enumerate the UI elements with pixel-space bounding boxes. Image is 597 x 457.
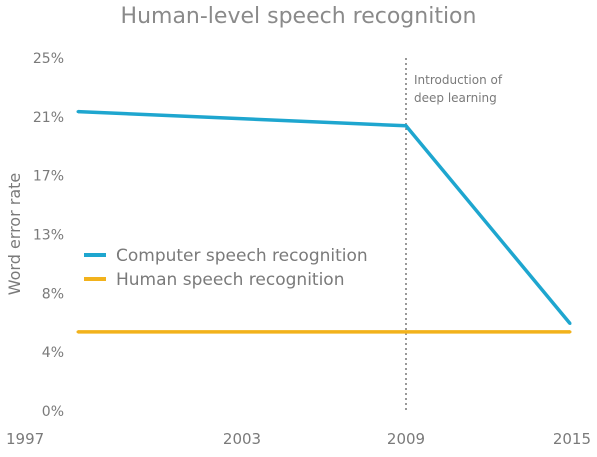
y-axis-label: Word error rate [5, 173, 24, 296]
x-tick-label: 2009 [387, 430, 425, 448]
legend: Computer speech recognition Human speech … [84, 246, 368, 290]
y-tick-label: 17% [33, 169, 64, 185]
legend-label: Computer speech recognition [116, 246, 368, 266]
annotation-text-line2: deep learning [414, 91, 497, 105]
y-tick-label: 0% [42, 404, 64, 420]
y-tick-label: 25% [33, 51, 64, 67]
y-tick-label: 4% [42, 345, 64, 361]
x-tick-label: 2015 [553, 430, 591, 448]
data-point [404, 124, 408, 128]
data-point [568, 330, 572, 334]
y-tick-label: 8% [42, 286, 64, 302]
x-tick-label: 1997 [6, 430, 44, 448]
y-tick-label: 13% [33, 228, 64, 244]
legend-label: Human speech recognition [116, 270, 344, 290]
chart-title: Human-level speech recognition [120, 4, 477, 29]
data-point [568, 321, 572, 325]
axes: 0% 4% 8% 13% 17% 21% 25% 1997 2003 2009 2015 Word e… [5, 51, 591, 448]
series-line-computer [77, 109, 572, 325]
data-point [76, 330, 80, 334]
annotation-text-line1: Introduction of [414, 73, 503, 87]
data-point [76, 110, 80, 114]
series-group [76, 109, 572, 334]
x-tick-label: 2003 [223, 430, 261, 448]
y-tick-label: 21% [33, 110, 64, 126]
